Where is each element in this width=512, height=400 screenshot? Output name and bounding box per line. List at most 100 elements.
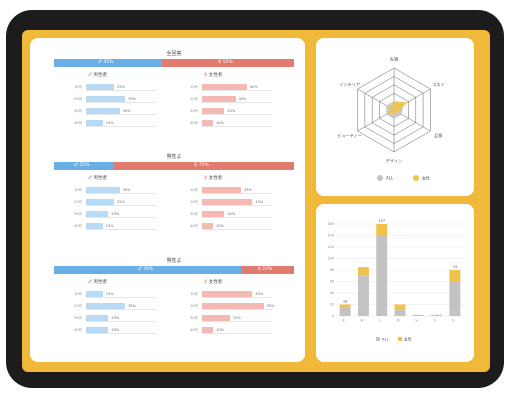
age-value: 45% [255, 200, 264, 204]
age-bar-row: 40代 10% [178, 326, 288, 334]
radar-axis-label: デザイン [386, 158, 403, 165]
age-value: 40% [249, 85, 258, 89]
age-label: 20代 [74, 304, 82, 308]
male-share: ♂ 45% [54, 59, 162, 67]
age-label: 10代 [74, 188, 82, 192]
age-value: 20% [111, 328, 120, 332]
age-value: 15% [105, 224, 114, 228]
y-tick-label: 0 [332, 314, 334, 318]
age-label: 30代 [190, 109, 198, 113]
age-bar [86, 211, 109, 217]
female-icon: ♀ [204, 280, 209, 285]
y-tick-label: 20 [330, 303, 334, 307]
bar-track [86, 333, 156, 334]
age-label: 30代 [190, 316, 198, 320]
age-bar-row: 10代 40% [178, 83, 288, 91]
age-bar [202, 108, 225, 114]
age-label: 20代 [190, 304, 198, 308]
bar-all [431, 314, 443, 316]
gender-split-bar: ♂ 45% ♀ 55% [54, 59, 294, 67]
age-bar-row: 10代 30% [62, 186, 172, 194]
x-tick-label: E [415, 318, 420, 322]
group-heading-label: 女性者 [208, 280, 223, 285]
radar-axis-label: 先端 [390, 55, 398, 62]
bar-track [86, 297, 156, 298]
age-value: 45% [255, 292, 264, 296]
male-group-heading: ♂ 男性者 [88, 175, 107, 181]
age-bar-row: 30代 20% [178, 210, 288, 218]
age-bar [202, 199, 253, 205]
age-bar-row: 40代 10% [178, 119, 288, 127]
age-bar [86, 327, 109, 333]
age-label: 30代 [74, 109, 82, 113]
bar-track [86, 217, 156, 218]
age-label: 40代 [190, 328, 198, 332]
bar-track [202, 193, 272, 194]
bar-track [86, 102, 156, 103]
bar-total-label: 18 [343, 300, 348, 304]
age-bar-row: 30代 30% [62, 107, 172, 115]
group-heading-label: 女性者 [208, 176, 223, 181]
age-bar [86, 96, 126, 102]
radar-axis-label: コスト [432, 82, 445, 87]
age-bar-row: 40代 10% [178, 222, 288, 230]
female-share: ♀ 75% [114, 162, 294, 170]
female-group-heading: ♀ 女性者 [204, 279, 222, 285]
y-tick-label: 80 [330, 268, 334, 272]
bar-all [412, 314, 424, 316]
male-share: ♂ 78% [54, 266, 242, 274]
group-heading-label: 男性者 [93, 176, 107, 181]
age-value: 20% [111, 212, 120, 216]
age-label: 40代 [74, 121, 82, 125]
age-bar [202, 303, 264, 309]
bar-female [339, 304, 351, 308]
bar-track [86, 309, 156, 310]
legend-label: ALL [386, 176, 394, 181]
male-icon: ♂ [88, 280, 94, 285]
bar-track [86, 229, 156, 230]
age-label: 10代 [190, 188, 198, 192]
age-bar [86, 84, 114, 90]
age-bar [86, 120, 103, 126]
age-bar [202, 120, 214, 126]
age-bar [202, 211, 225, 217]
gender-split-bar: ♂ 25% ♀ 75% [54, 162, 294, 170]
female-group-heading: ♀ 女性者 [204, 175, 222, 181]
section-title: 男性よ [166, 154, 182, 160]
age-bar-row: 30代 20% [62, 314, 172, 322]
bar-track [202, 333, 272, 334]
section-title: 男性よ [166, 258, 182, 264]
legend-swatch [398, 337, 402, 341]
age-bar-row: 40代 15% [62, 119, 172, 127]
group-heading-label: 男性者 [93, 280, 107, 285]
female-share: ♀ 55% [162, 59, 294, 67]
bar-chart: 0 20 40 60 80 100 120 140 160 18 A B 157 C D E F 74 G ALL 女性 [328, 219, 464, 342]
x-tick-label: A [341, 318, 346, 323]
age-bar-row: 20代 35% [62, 302, 172, 310]
male-icon: ♂ [88, 176, 94, 181]
age-label: 30代 [74, 316, 82, 320]
male-group-heading: ♂ 男性者 [88, 279, 107, 285]
age-label: 10代 [74, 85, 82, 89]
legend-swatch [377, 175, 383, 181]
age-value: 25% [117, 200, 125, 204]
y-tick-label: 40 [330, 291, 334, 295]
radar-axis-label: インテリア [339, 82, 360, 88]
y-tick-label: 160 [328, 222, 334, 226]
bar-female [376, 224, 388, 236]
age-value: 30% [238, 97, 247, 101]
age-label: 40代 [190, 121, 198, 125]
age-label: 10代 [74, 292, 82, 296]
x-tick-label: C [378, 318, 383, 323]
bar-track [202, 217, 272, 218]
age-value: 15% [105, 292, 114, 296]
age-value: 30% [122, 109, 131, 113]
age-value: 15% [105, 121, 114, 125]
bar-track [86, 114, 156, 115]
bar-track [86, 321, 156, 322]
age-bar [86, 315, 109, 321]
age-bar [86, 187, 120, 193]
age-bar-row: 10代 25% [62, 83, 172, 91]
female-icon: ♀ [204, 73, 209, 78]
